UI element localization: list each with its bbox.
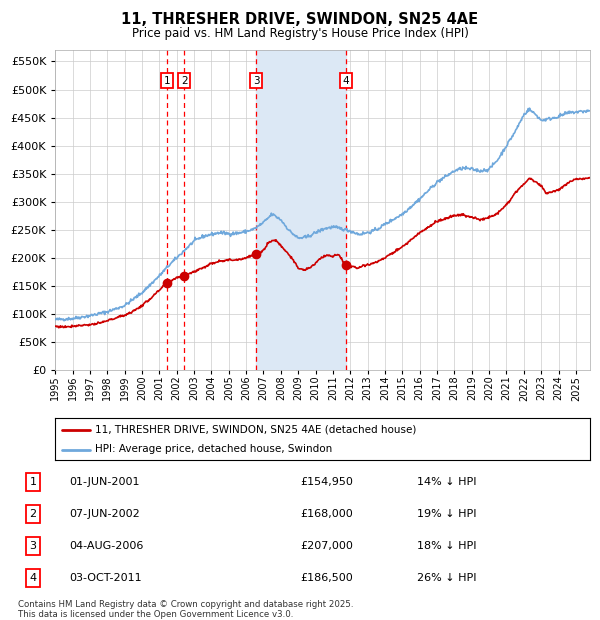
Text: £186,500: £186,500	[300, 573, 353, 583]
Text: £154,950: £154,950	[300, 477, 353, 487]
Text: 1: 1	[163, 76, 170, 86]
Text: 04-AUG-2006: 04-AUG-2006	[69, 541, 143, 551]
Text: 19% ↓ HPI: 19% ↓ HPI	[417, 509, 476, 519]
Text: 3: 3	[253, 76, 260, 86]
Text: 11, THRESHER DRIVE, SWINDON, SN25 4AE (detached house): 11, THRESHER DRIVE, SWINDON, SN25 4AE (d…	[95, 425, 416, 435]
Text: HPI: Average price, detached house, Swindon: HPI: Average price, detached house, Swin…	[95, 445, 332, 454]
Text: 26% ↓ HPI: 26% ↓ HPI	[417, 573, 476, 583]
Text: 3: 3	[29, 541, 37, 551]
Text: Price paid vs. HM Land Registry's House Price Index (HPI): Price paid vs. HM Land Registry's House …	[131, 27, 469, 40]
Text: £207,000: £207,000	[300, 541, 353, 551]
Text: 1: 1	[29, 477, 37, 487]
Text: 4: 4	[29, 573, 37, 583]
Text: 03-OCT-2011: 03-OCT-2011	[69, 573, 142, 583]
Text: 2: 2	[181, 76, 188, 86]
Text: 01-JUN-2001: 01-JUN-2001	[69, 477, 139, 487]
Text: 14% ↓ HPI: 14% ↓ HPI	[417, 477, 476, 487]
Text: 18% ↓ HPI: 18% ↓ HPI	[417, 541, 476, 551]
Text: 2: 2	[29, 509, 37, 519]
Text: Contains HM Land Registry data © Crown copyright and database right 2025.
This d: Contains HM Land Registry data © Crown c…	[18, 600, 353, 619]
Text: 4: 4	[343, 76, 349, 86]
Text: 11, THRESHER DRIVE, SWINDON, SN25 4AE: 11, THRESHER DRIVE, SWINDON, SN25 4AE	[121, 12, 479, 27]
Bar	[256, 50, 346, 370]
Text: 07-JUN-2002: 07-JUN-2002	[69, 509, 140, 519]
Text: £168,000: £168,000	[300, 509, 353, 519]
